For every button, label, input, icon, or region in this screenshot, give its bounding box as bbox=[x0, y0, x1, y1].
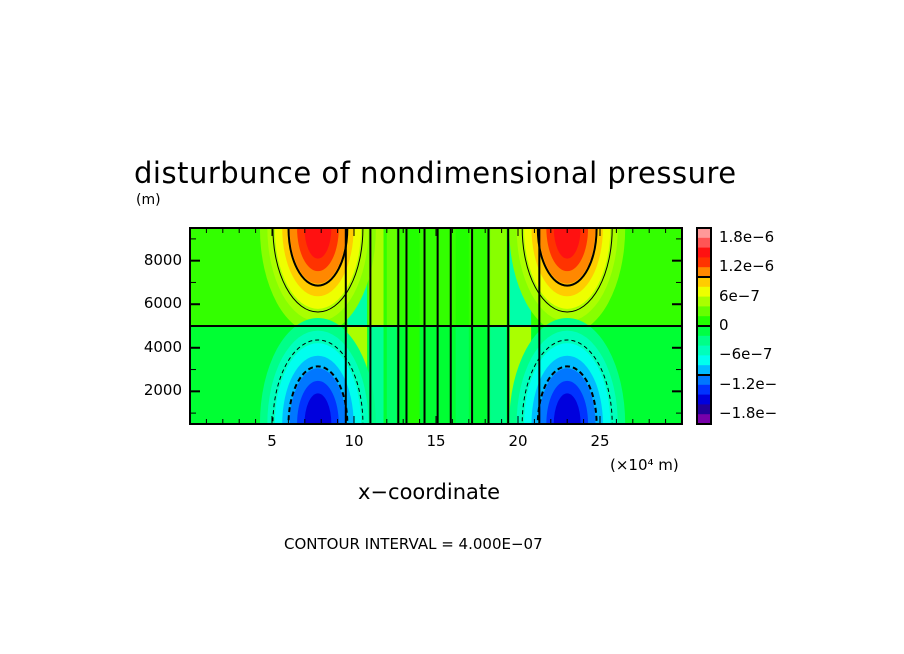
contour-line bbox=[536, 228, 598, 287]
x-tick-label: 15 bbox=[426, 432, 446, 450]
x-axis-unit: (×10⁴ m) bbox=[610, 456, 679, 474]
colorbar-swatch bbox=[697, 345, 711, 356]
y-tick-label: 2000 bbox=[143, 381, 182, 400]
field-stripe bbox=[455, 326, 469, 424]
colorbar-swatch bbox=[697, 306, 711, 317]
axes bbox=[189, 227, 683, 425]
colorbar-swatch bbox=[697, 228, 711, 239]
field-stripe bbox=[490, 326, 507, 424]
colorbar-swatch bbox=[697, 375, 711, 386]
contour-line bbox=[521, 228, 613, 313]
colorbar-label: 0 bbox=[719, 316, 729, 334]
colorbar-swatch bbox=[697, 247, 711, 258]
colorbar-swatch bbox=[697, 277, 711, 288]
colorbar-swatch bbox=[697, 384, 711, 396]
field-stripe bbox=[455, 228, 469, 326]
contour-field bbox=[190, 228, 682, 424]
field-stripe bbox=[490, 228, 507, 326]
colorbar-swatch bbox=[697, 286, 711, 298]
colorbar bbox=[696, 227, 712, 425]
colorbar-swatch bbox=[697, 257, 711, 268]
colorbar-swatch bbox=[697, 404, 711, 415]
x-tick-label: 5 bbox=[267, 432, 277, 450]
colorbar-label: −6e−7 bbox=[719, 345, 773, 364]
colorbar-label: 1.8e−6 bbox=[719, 227, 775, 246]
x-tick-label: 25 bbox=[590, 432, 610, 450]
x-tick-label: 20 bbox=[508, 432, 528, 450]
colorbar-swatch bbox=[697, 316, 711, 327]
y-tick-label: 4000 bbox=[143, 337, 182, 356]
colorbar-swatch bbox=[697, 355, 711, 366]
colorbar-swatch bbox=[697, 335, 711, 347]
colorbar-swatch bbox=[697, 237, 711, 249]
contour-line bbox=[272, 339, 364, 424]
colorbar-label: −1.8e− bbox=[719, 404, 778, 423]
contour-interval-note: CONTOUR INTERVAL = 4.000E−07 bbox=[284, 535, 543, 553]
y-tick-label: 6000 bbox=[143, 294, 182, 313]
contour-line bbox=[287, 228, 349, 287]
y-tick-label: 8000 bbox=[143, 250, 182, 269]
colorbar-swatch bbox=[697, 296, 711, 307]
positive-lobe-band bbox=[304, 228, 332, 259]
field-stripe bbox=[408, 326, 420, 424]
contour-line bbox=[521, 339, 613, 424]
contour-line bbox=[272, 228, 364, 313]
colorbar-swatch bbox=[697, 394, 711, 405]
negative-lobe-band bbox=[553, 393, 581, 424]
colorbar-swatch bbox=[697, 326, 711, 337]
colorbar-label: 1.2e−6 bbox=[719, 257, 775, 276]
colorbar-swatch bbox=[697, 414, 711, 425]
colorbar-label: −1.2e− bbox=[719, 374, 778, 393]
positive-lobe-band bbox=[553, 228, 581, 259]
negative-lobe-band bbox=[304, 393, 332, 424]
colorbar-swatch bbox=[697, 365, 711, 376]
field-stripe bbox=[408, 228, 420, 326]
x-axis-label: x−coordinate bbox=[358, 480, 501, 504]
field-stripe bbox=[386, 326, 397, 424]
colorbar-label: 6e−7 bbox=[719, 286, 760, 305]
chart-title: disturbunce of nondimensional pressure bbox=[134, 156, 737, 190]
y-axis-unit: (m) bbox=[136, 192, 161, 208]
x-tick-label: 10 bbox=[344, 432, 364, 450]
field-stripe bbox=[386, 228, 397, 326]
colorbar-swatch bbox=[697, 267, 711, 278]
